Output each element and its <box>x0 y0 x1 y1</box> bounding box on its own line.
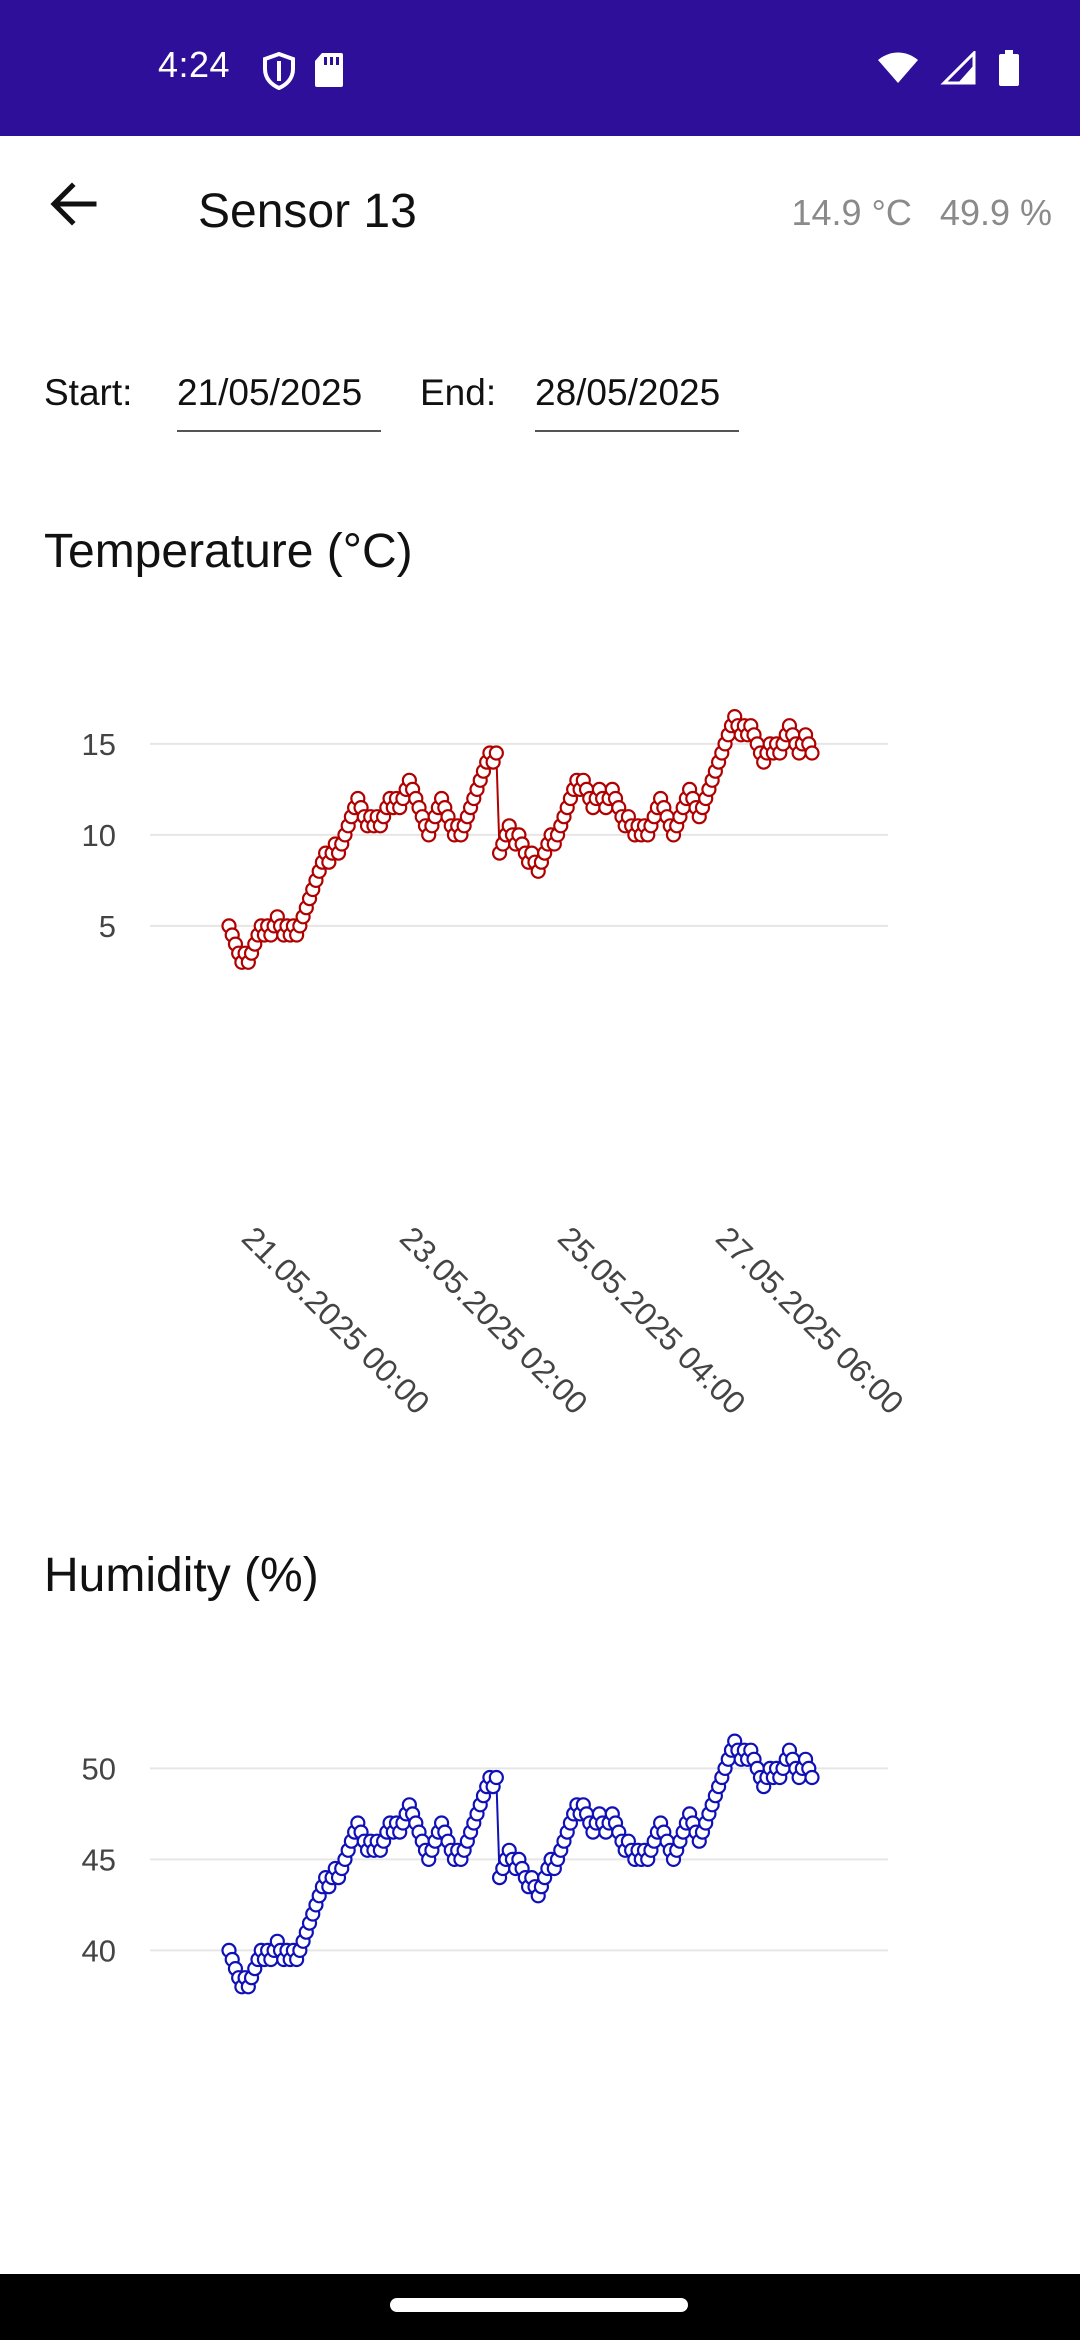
y-tick-label: 45 <box>82 1842 116 1877</box>
app-header: Sensor 13 14.9 °C 49.9 % <box>0 136 1080 286</box>
battery-icon <box>998 50 1020 86</box>
page-title: Sensor 13 <box>198 185 417 238</box>
y-tick-label: 15 <box>82 727 116 762</box>
start-label: Start: <box>44 372 133 413</box>
arrow-back-icon <box>50 182 97 226</box>
y-tick-label: 10 <box>82 818 116 853</box>
humidity-chart: 40 45 50 <box>0 1725 1080 2285</box>
end-label: End: <box>420 372 497 413</box>
temperature-chart: 5 10 15 21.05.2025 00:00 23.05.2025 02:00 25.… <box>0 700 1080 1460</box>
home-handle[interactable] <box>390 2298 688 2312</box>
y-tick-label: 5 <box>99 909 116 944</box>
data-point <box>488 745 504 761</box>
y-tick-label: 50 <box>82 1751 116 1786</box>
data-point <box>488 1769 504 1786</box>
start-date-field[interactable]: 21/05/2025 <box>177 372 381 432</box>
y-tick-label: 40 <box>82 1933 116 1968</box>
wifi-icon <box>878 52 918 84</box>
temperature-readout: 14.9 °C <box>791 192 912 233</box>
back-button[interactable] <box>44 174 104 234</box>
data-point <box>804 1769 820 1786</box>
humidity-title: Humidity (%) <box>44 1549 319 1602</box>
sd-card-icon <box>314 52 344 90</box>
temperature-title: Temperature (°C) <box>44 525 413 578</box>
status-time: 4:24 <box>158 44 231 85</box>
end-date-field[interactable]: 28/05/2025 <box>535 372 739 432</box>
date-range: Start: 21/05/2025 End: 28/05/2025 <box>44 366 1044 436</box>
shield-icon <box>262 52 296 90</box>
humidity-readout: 49.9 % <box>939 192 1052 233</box>
cell-signal-icon <box>940 51 976 85</box>
navigation-bar <box>0 2274 1080 2340</box>
current-readouts: 14.9 °C 49.9 % <box>791 192 1052 234</box>
data-point <box>804 745 820 761</box>
status-bar: 4:24 <box>0 0 1080 136</box>
